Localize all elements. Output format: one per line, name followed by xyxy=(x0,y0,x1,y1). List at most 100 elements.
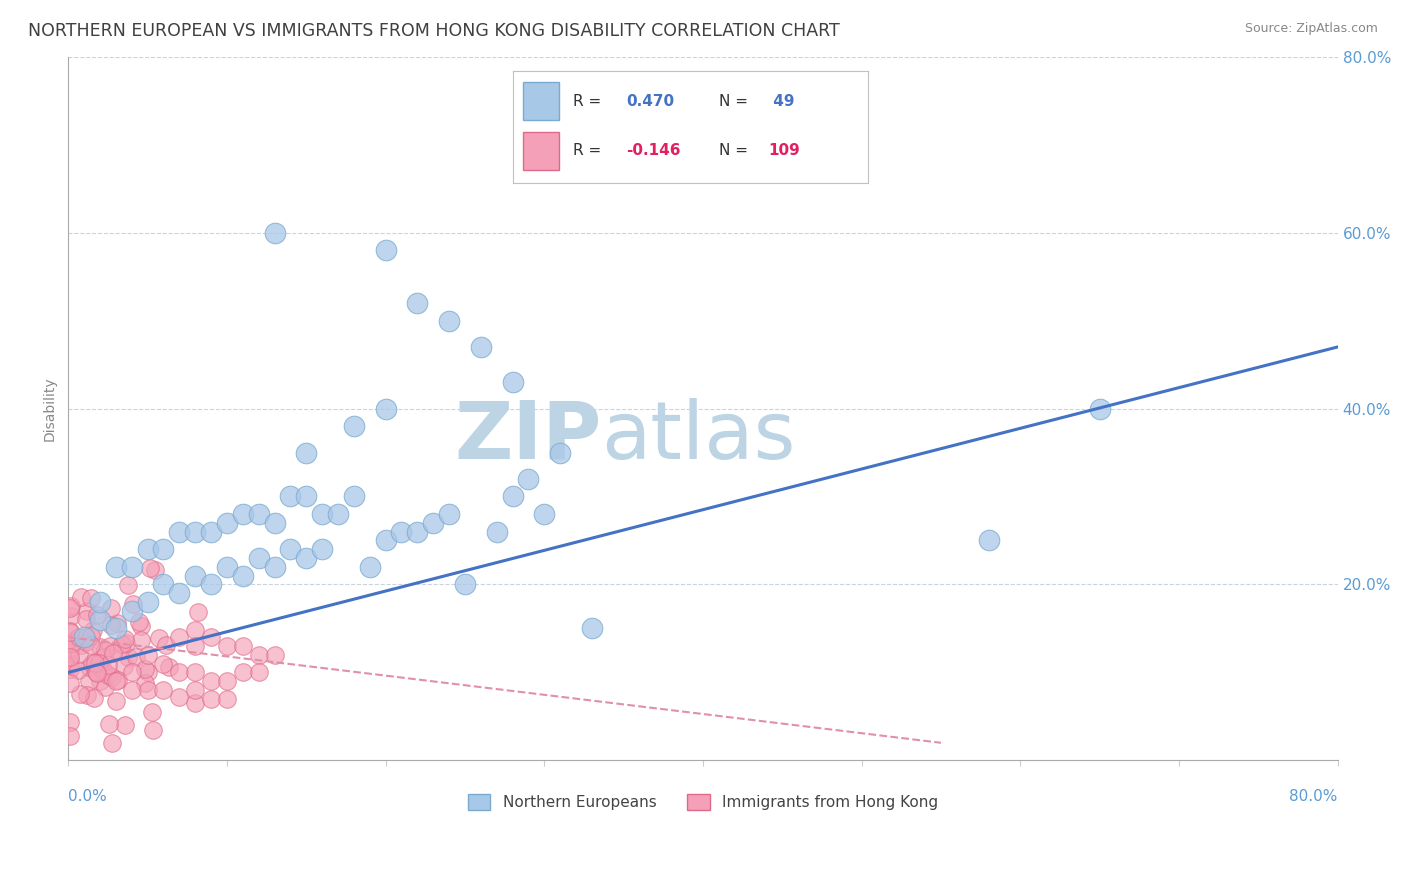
Point xyxy=(101,646,124,660)
Point xyxy=(215,559,238,574)
Point xyxy=(454,577,477,591)
Point xyxy=(59,599,82,614)
Point xyxy=(59,714,82,729)
Point xyxy=(311,507,333,521)
Point xyxy=(155,638,177,652)
Point xyxy=(117,649,139,664)
Point xyxy=(129,618,152,632)
Point xyxy=(200,524,222,539)
Point xyxy=(215,516,238,530)
Point xyxy=(184,568,207,582)
Point xyxy=(100,618,122,632)
Point xyxy=(59,634,82,648)
Point xyxy=(247,551,270,566)
Point xyxy=(59,658,82,673)
Point xyxy=(93,650,115,665)
Point xyxy=(80,638,103,652)
Point xyxy=(136,665,159,679)
Point xyxy=(128,615,150,629)
Point xyxy=(295,551,318,566)
Point xyxy=(97,657,120,672)
Point xyxy=(114,718,136,732)
Point xyxy=(148,632,170,646)
Point xyxy=(215,691,238,706)
Point xyxy=(295,445,318,459)
Point xyxy=(187,605,209,619)
Point xyxy=(232,568,254,582)
Point xyxy=(326,507,349,521)
Point xyxy=(152,542,174,557)
Point xyxy=(89,613,111,627)
Point xyxy=(517,472,540,486)
Point xyxy=(548,445,571,459)
Point xyxy=(67,647,90,661)
Point xyxy=(59,653,82,667)
Point xyxy=(59,645,82,659)
Point xyxy=(136,542,159,557)
Point xyxy=(94,643,117,657)
Point xyxy=(89,674,111,689)
Point xyxy=(470,340,492,354)
Point xyxy=(343,419,366,434)
Point xyxy=(84,665,107,679)
Point xyxy=(97,668,120,682)
Point xyxy=(60,608,83,623)
Point xyxy=(86,607,108,622)
Point xyxy=(69,687,91,701)
Point xyxy=(112,658,135,673)
Point xyxy=(406,296,429,310)
Point xyxy=(98,716,121,731)
Point xyxy=(1088,401,1111,416)
Point xyxy=(121,559,143,574)
Point xyxy=(502,375,524,389)
Point xyxy=(183,623,205,637)
Point xyxy=(200,691,222,706)
Point xyxy=(184,696,207,710)
Point xyxy=(75,612,97,626)
Point xyxy=(152,683,174,698)
Point xyxy=(69,590,91,604)
Point xyxy=(232,639,254,653)
Point xyxy=(247,648,270,662)
Point xyxy=(67,630,90,644)
Point xyxy=(169,630,191,644)
Point xyxy=(101,670,124,684)
Point xyxy=(200,674,222,689)
Point xyxy=(263,226,285,240)
Point xyxy=(437,313,460,327)
Point xyxy=(121,683,143,698)
Point xyxy=(75,631,97,645)
Point xyxy=(437,507,460,521)
Point xyxy=(311,542,333,557)
Point xyxy=(184,524,207,539)
Point xyxy=(122,597,145,611)
Point xyxy=(107,673,129,687)
Point xyxy=(77,673,100,688)
Point xyxy=(263,648,285,662)
Point xyxy=(111,637,134,651)
Point xyxy=(73,630,96,644)
Point xyxy=(80,591,103,605)
Point xyxy=(247,507,270,521)
Point xyxy=(141,705,163,719)
Text: Source: ZipAtlas.com: Source: ZipAtlas.com xyxy=(1244,22,1378,36)
Point xyxy=(374,243,396,257)
Point xyxy=(107,643,129,657)
Point xyxy=(200,630,222,644)
Point xyxy=(59,642,82,657)
Point xyxy=(121,604,143,618)
Point xyxy=(70,638,93,652)
Point xyxy=(114,632,136,646)
Point xyxy=(136,648,159,662)
Point xyxy=(101,736,124,750)
Point xyxy=(80,656,103,670)
Point xyxy=(391,524,413,539)
Point xyxy=(232,665,254,680)
Point xyxy=(93,665,115,679)
Point xyxy=(100,639,122,653)
Point xyxy=(232,507,254,521)
Point xyxy=(157,659,180,673)
Text: 80.0%: 80.0% xyxy=(1289,789,1337,804)
Point xyxy=(100,600,122,615)
Point xyxy=(167,690,190,704)
